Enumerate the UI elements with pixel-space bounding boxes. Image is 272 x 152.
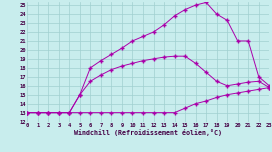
X-axis label: Windchill (Refroidissement éolien,°C): Windchill (Refroidissement éolien,°C) bbox=[74, 129, 222, 136]
